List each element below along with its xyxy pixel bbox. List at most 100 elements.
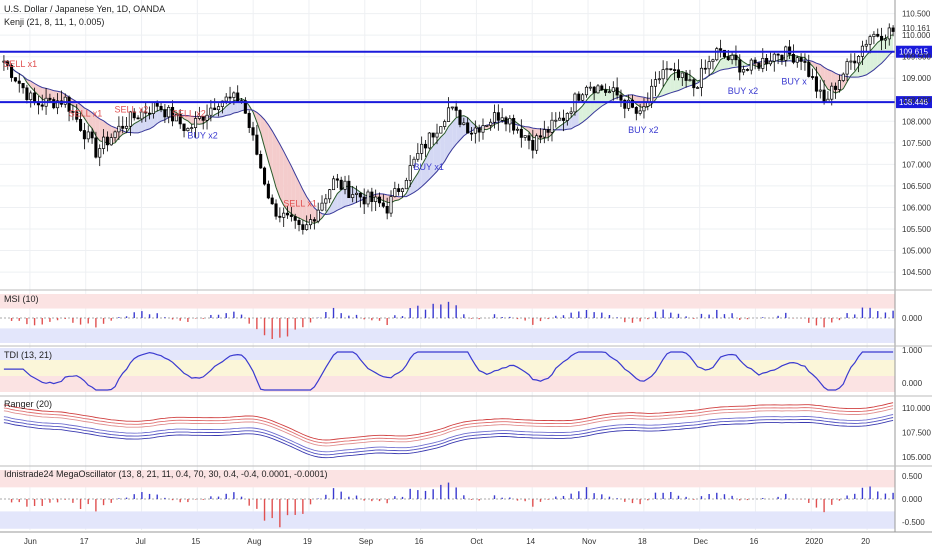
candle-body (385, 205, 389, 214)
cloud-segment (310, 202, 315, 224)
cloud-segment (433, 141, 438, 176)
cloud-segment (84, 107, 89, 124)
candle-body (362, 196, 366, 205)
candle-body (159, 105, 163, 110)
x-tick-label: 19 (303, 537, 312, 546)
candle-body (29, 92, 33, 101)
candle-body (500, 117, 504, 121)
candle-body (845, 61, 849, 75)
cloud-segment (26, 79, 31, 88)
cloud-segment (356, 189, 361, 203)
y-tick-label: 108.500 (902, 96, 931, 105)
support-price-tag: 108.446 (899, 98, 928, 107)
candle-body (876, 33, 880, 37)
candle-body (10, 65, 14, 78)
candle-body (63, 96, 67, 105)
candle-body (2, 60, 6, 63)
candle-body (52, 99, 56, 109)
ranger-tick: 107.500 (902, 428, 931, 437)
tdi-tick: 1.000 (902, 346, 923, 355)
cloud-segment (80, 104, 85, 119)
candle-body (784, 46, 788, 61)
y-tick-label: 109.500 (902, 53, 931, 62)
x-tick-label: 18 (638, 537, 647, 546)
cloud-segment (812, 61, 817, 71)
candle-body (443, 121, 447, 127)
candle-body (79, 118, 83, 131)
candle-body (324, 198, 328, 204)
signal-label: SELL x1 (69, 108, 103, 118)
ranger-band (3, 417, 894, 456)
candle-body (711, 59, 715, 62)
candle-body (259, 154, 263, 169)
chart-title: U.S. Dollar / Japanese Yen, 1D, OANDA (4, 4, 165, 14)
msi-oversold-zone (0, 328, 895, 343)
candle-body (581, 94, 585, 101)
candle-body (374, 196, 378, 203)
candle-body (190, 127, 194, 129)
candle-body (13, 77, 17, 82)
candle-body (623, 99, 627, 109)
cloud-segment (299, 181, 303, 220)
candle-body (71, 111, 75, 113)
x-tick-label: 17 (80, 537, 89, 546)
candle-body (814, 76, 818, 92)
cloud-segment (528, 127, 533, 138)
candle-body (435, 132, 439, 138)
cloud-segment (663, 80, 667, 96)
candle-body (477, 127, 481, 133)
candle-body (56, 100, 60, 109)
candle-body (224, 96, 228, 102)
cloud-segment (337, 190, 342, 211)
candle-body (768, 60, 772, 65)
slow-ma-line (3, 51, 894, 216)
cloud-segment (157, 109, 162, 124)
y-tick-label: 104.500 (902, 268, 931, 277)
candle-body (650, 85, 654, 103)
candle-body (431, 132, 435, 138)
cloud-segment (138, 119, 142, 133)
candle-body (607, 91, 612, 93)
candle-body (282, 212, 286, 218)
cloud-segment (820, 64, 825, 84)
mega-tick: -0.500 (902, 518, 925, 527)
candle-body (320, 202, 324, 211)
x-tick-label: Aug (247, 537, 261, 546)
cloud-segment (716, 59, 721, 72)
candle-body (611, 87, 615, 92)
candle-body (40, 104, 44, 107)
candle-body (837, 80, 841, 90)
candle-body (538, 135, 543, 138)
cloud-segment (437, 137, 441, 172)
ranger-band (3, 402, 894, 441)
signal-label: SELL x2 (115, 104, 149, 114)
candle-body (868, 36, 872, 45)
candle-body (542, 129, 546, 138)
cloud-segment (889, 34, 894, 55)
candle-body (684, 72, 688, 81)
cloud-segment (440, 133, 445, 167)
indicator-panels (0, 294, 895, 529)
cloud-segment (854, 66, 859, 78)
candle-body (772, 53, 776, 62)
candle-body (232, 92, 236, 98)
candle-body (194, 118, 198, 128)
candle-body (615, 87, 619, 96)
candle-body (692, 79, 696, 89)
candle-body (807, 61, 811, 77)
candle-body (289, 214, 293, 217)
cloud-segment (141, 116, 146, 132)
candle-body (220, 100, 224, 107)
candle-body (699, 67, 703, 88)
cloud-segment (352, 186, 357, 204)
candle-body (696, 87, 700, 89)
candle-body (301, 224, 305, 230)
cloud-segment (34, 83, 39, 96)
x-tick-label: 14 (526, 537, 535, 546)
cloud-segment (276, 137, 280, 198)
msi-tick: 0.000 (902, 314, 923, 323)
cloud-segment (306, 196, 311, 223)
candle-body (638, 110, 642, 114)
candle-body (799, 57, 803, 62)
